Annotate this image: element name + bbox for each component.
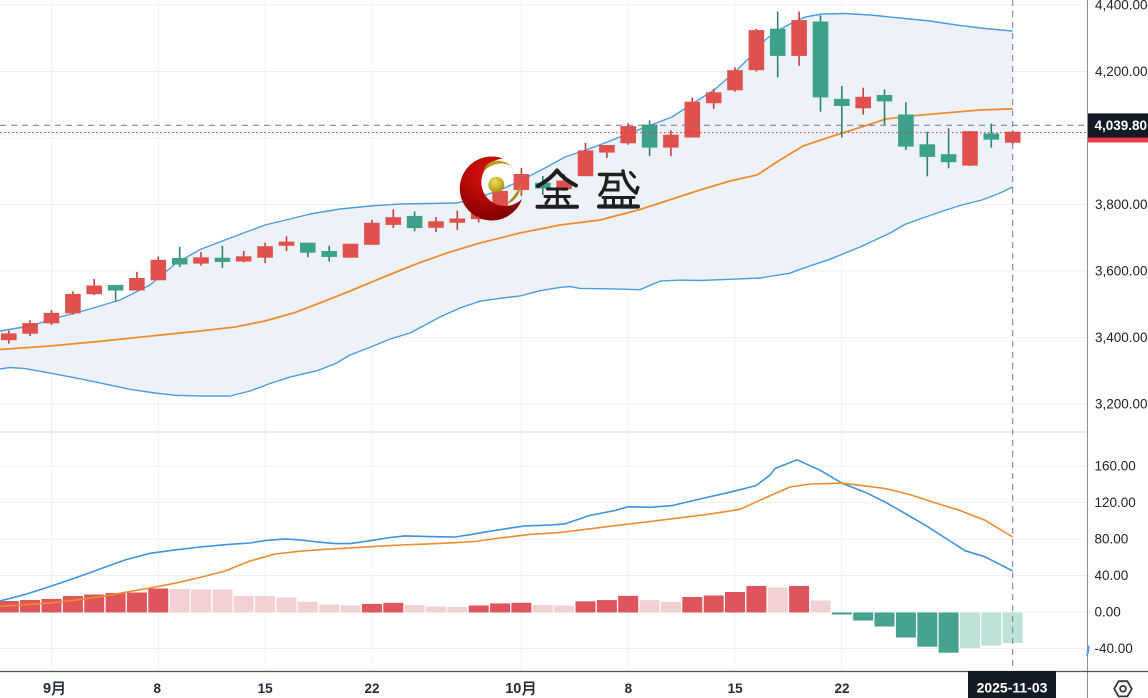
svg-text:9: 9: [43, 681, 51, 697]
svg-text:-40.00: -40.00: [1095, 641, 1133, 656]
svg-text:10: 10: [505, 681, 521, 697]
svg-text:2025-11-03: 2025-11-03: [977, 679, 1048, 695]
svg-text:15: 15: [728, 681, 744, 696]
svg-text:3,400.00: 3,400.00: [1095, 330, 1148, 345]
svg-text:22: 22: [364, 681, 379, 696]
svg-text:4,200.00: 4,200.00: [1095, 64, 1148, 79]
svg-text:0.00: 0.00: [1095, 605, 1121, 620]
svg-text:40.00: 40.00: [1095, 568, 1129, 583]
svg-text:8: 8: [625, 681, 633, 696]
svg-text:8: 8: [154, 681, 162, 696]
svg-text:4,400.00: 4,400.00: [1095, 0, 1148, 13]
svg-text:22: 22: [834, 681, 849, 696]
svg-text:3,800.00: 3,800.00: [1095, 197, 1148, 212]
svg-text:15: 15: [258, 681, 274, 696]
svg-text:160.00: 160.00: [1095, 459, 1136, 474]
svg-text:120.00: 120.00: [1095, 495, 1136, 510]
svg-text:3,600.00: 3,600.00: [1095, 264, 1148, 279]
svg-text:4,039.80: 4,039.80: [1095, 118, 1148, 133]
svg-text:3,200.00: 3,200.00: [1095, 397, 1148, 412]
svg-text:80.00: 80.00: [1095, 532, 1129, 547]
